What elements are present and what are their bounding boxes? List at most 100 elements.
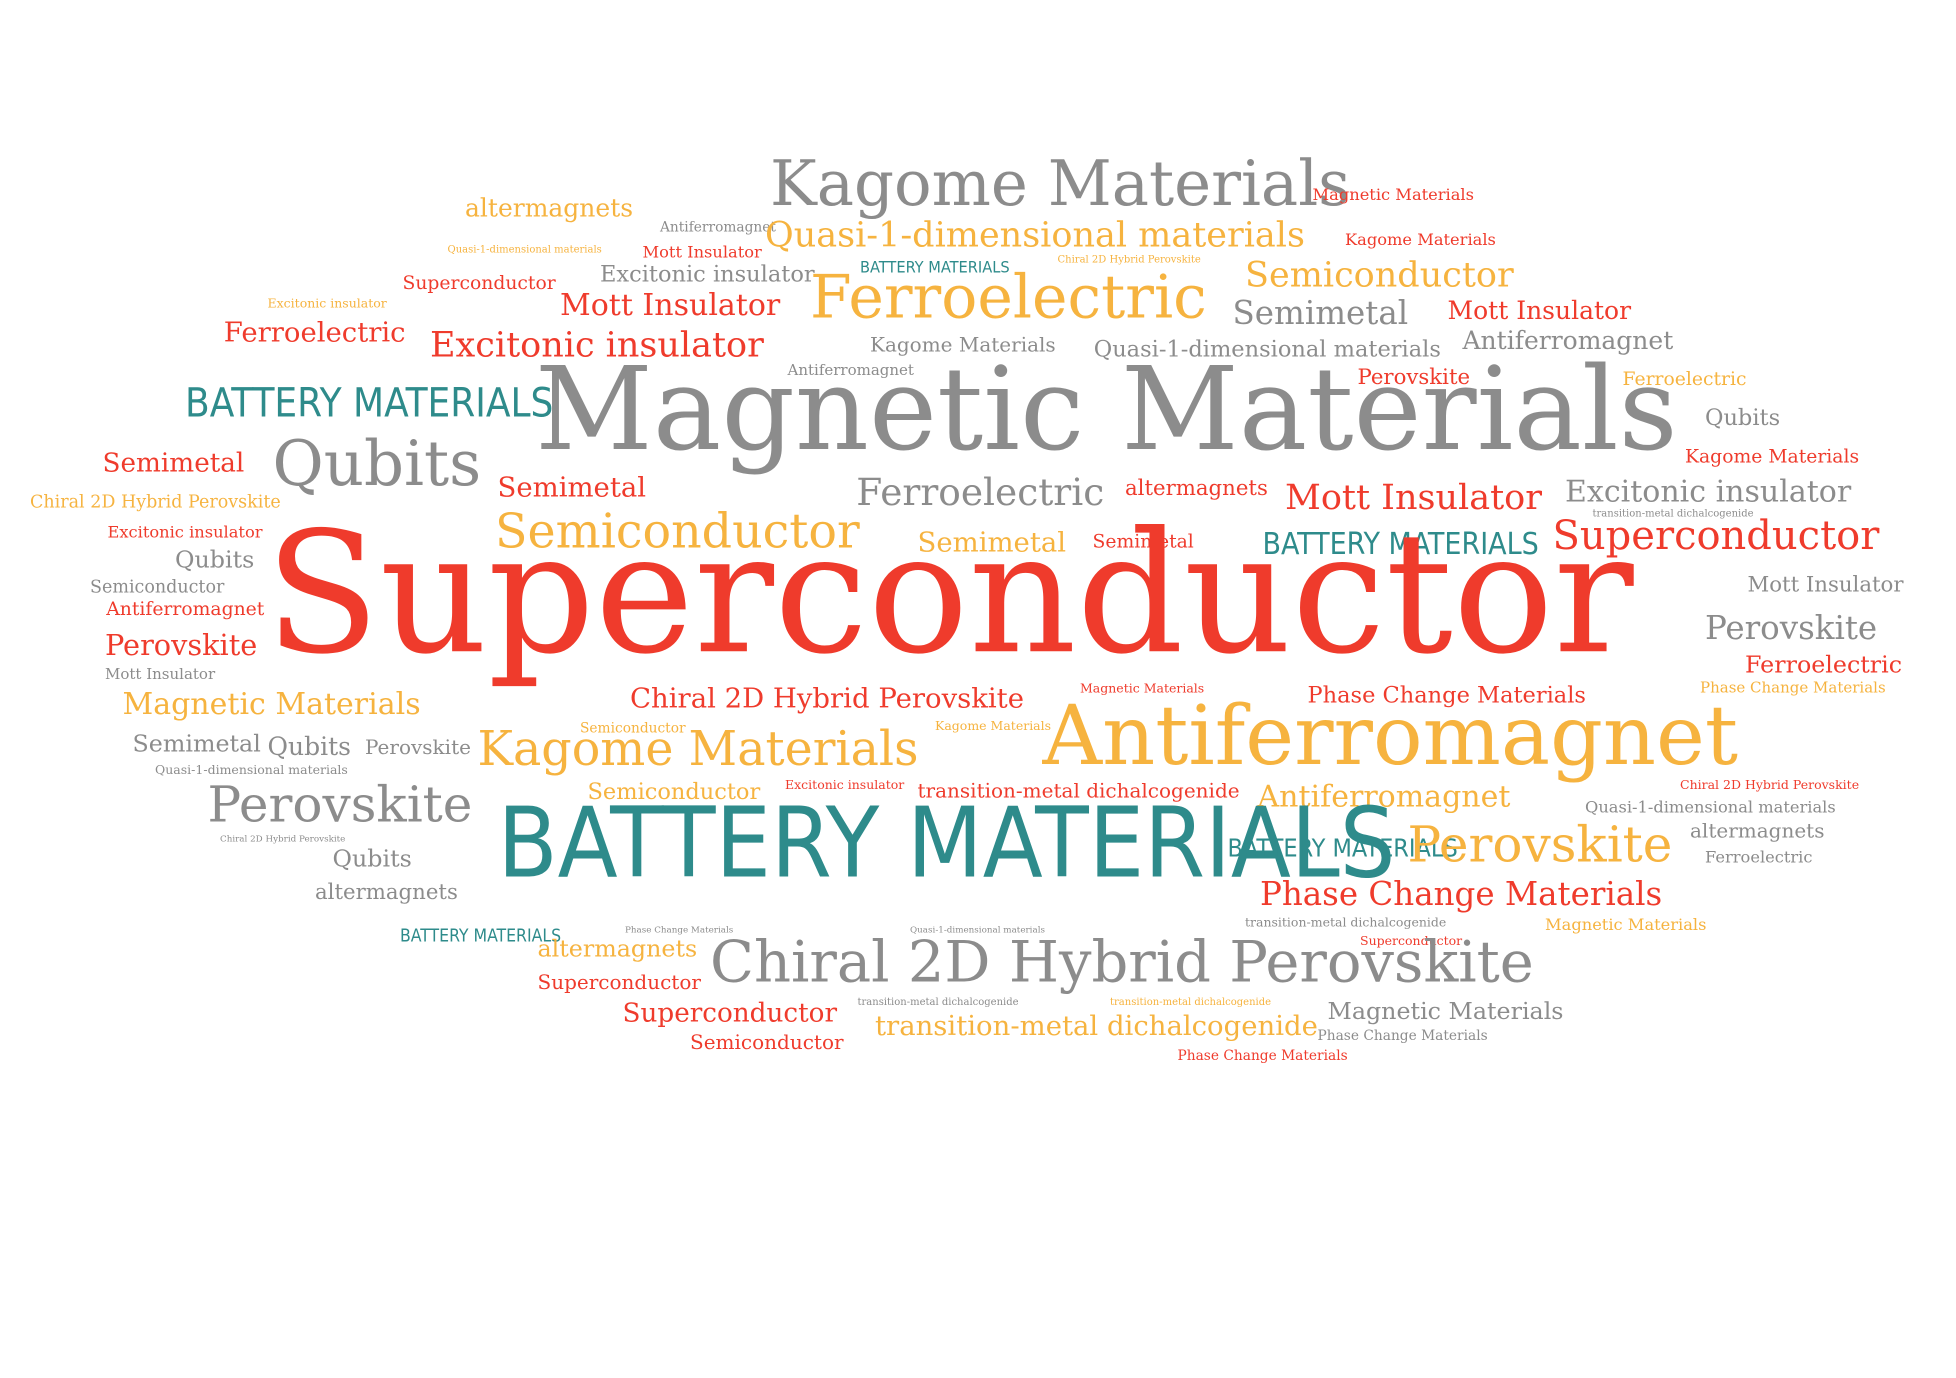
word: Antiferromagnet — [787, 361, 914, 379]
word: altermagnets — [315, 880, 458, 905]
word: Semimetal — [1232, 295, 1409, 333]
word: Excitonic insulator — [600, 261, 815, 288]
word: Semiconductor — [495, 503, 860, 559]
word: Chiral 2D Hybrid Perovskite — [220, 833, 346, 844]
word: Magnetic Materials — [1080, 682, 1205, 697]
word: Semiconductor — [1245, 253, 1514, 295]
word: Antiferromagnet — [1042, 687, 1739, 784]
word: Mott Insulator — [560, 287, 781, 323]
word: Antiferromagnet — [660, 218, 776, 235]
word: Semiconductor — [90, 577, 225, 598]
word: Magnetic Materials — [1545, 916, 1707, 935]
word: Excitonic insulator — [107, 523, 263, 543]
word: Ferroelectric — [1622, 367, 1747, 390]
word: Perovskite — [1705, 610, 1878, 648]
word: Antiferromagnet — [1257, 778, 1511, 814]
word: Quasi-1-dimensional materials — [447, 243, 602, 255]
word: Chiral 2D Hybrid Perovskite — [1057, 253, 1201, 265]
word: Battery Materials — [185, 378, 554, 427]
word: Phase Change Materials — [1177, 1047, 1348, 1064]
word: Quasi-1-dimensional materials — [765, 213, 1305, 255]
word: Battery Materials — [497, 787, 1396, 900]
word: Quasi-1-dimensional materials — [910, 925, 1045, 935]
word: altermagnets — [537, 935, 698, 963]
word: Qubits — [267, 731, 351, 762]
word: Semimetal — [132, 730, 261, 758]
word: Battery Materials — [1262, 526, 1539, 562]
word: Quasi-1-dimensional materials — [155, 763, 348, 778]
word: transition-metal dichalcogenide — [917, 778, 1240, 803]
word: Superconductor — [622, 997, 838, 1028]
word: Chiral 2D Hybrid Perovskite — [1680, 778, 1860, 793]
word: Perovskite — [207, 776, 473, 834]
word: Mott Insulator — [105, 665, 216, 683]
word: Phase Change Materials — [1317, 1027, 1488, 1044]
word: Perovskite — [1407, 816, 1673, 874]
word: Ferroelectric — [1745, 651, 1903, 679]
word: Perovskite — [365, 735, 471, 759]
word: Battery Materials — [1227, 832, 1458, 863]
word: Excitonic insulator — [430, 323, 764, 365]
word: altermagnets — [1690, 818, 1825, 843]
word: Phase Change Materials — [1260, 876, 1663, 914]
word: Semiconductor — [580, 720, 686, 737]
word: Semimetal — [102, 447, 245, 478]
word: Ferroelectric — [223, 317, 406, 349]
word: Ferroelectric — [810, 262, 1207, 333]
word: Battery Materials — [400, 926, 562, 947]
word: transition-metal dichalcogenide — [875, 1011, 1318, 1043]
word: Superconductor — [402, 271, 556, 294]
word: Mott Insulator — [1285, 476, 1542, 518]
word: transition-metal dichalcogenide — [1592, 507, 1754, 519]
word: altermagnets — [465, 192, 634, 223]
word: Ferroelectric — [856, 471, 1105, 515]
word: Chiral 2D Hybrid Perovskite — [710, 927, 1534, 995]
word: transition-metal dichalcogenide — [1245, 916, 1447, 930]
word: Semimetal — [497, 472, 647, 504]
word: Ferroelectric — [1705, 848, 1813, 868]
word: Chiral 2D Hybrid Perovskite — [630, 683, 1025, 715]
word: Superconductor — [537, 970, 701, 994]
word: Semiconductor — [690, 1030, 844, 1054]
word: Chiral 2D Hybrid Perovskite — [30, 492, 281, 513]
word: Quasi-1-dimensional materials — [1093, 336, 1441, 363]
word: Mott Insulator — [1747, 572, 1904, 598]
word: Mott Insulator — [642, 243, 762, 263]
word: Semiconductor — [587, 778, 761, 805]
word: Superconductor — [1552, 511, 1880, 559]
word: Magnetic Materials — [535, 342, 1678, 477]
word: Magnetic Materials — [1327, 997, 1564, 1025]
word: Excitonic insulator — [267, 297, 387, 312]
word: Quasi-1-dimensional materials — [1585, 798, 1836, 818]
word: Mott Insulator — [1447, 295, 1632, 325]
word: Superconductor — [1360, 935, 1463, 949]
word: Battery Materials — [860, 258, 1010, 278]
word: Perovskite — [1357, 365, 1471, 390]
word: Excitonic insulator — [1565, 473, 1852, 509]
word: Qubits — [175, 546, 255, 574]
word: Qubits — [1705, 405, 1781, 432]
word: Phase Change Materials — [1700, 678, 1886, 697]
word: Antiferromagnet — [106, 597, 265, 620]
word: Excitonic insulator — [785, 778, 905, 793]
word: Qubits — [332, 845, 412, 873]
word: Superconductor — [265, 496, 1634, 692]
word: altermagnets — [1125, 476, 1268, 502]
word: Magnetic Materials — [122, 686, 421, 722]
word: Phase Change Materials — [1307, 682, 1586, 709]
word: Kagome Materials — [1345, 231, 1496, 250]
word: Semimetal — [1092, 530, 1194, 553]
word: Kagome Materials — [870, 332, 1056, 357]
word: Kagome Materials — [770, 147, 1351, 220]
word: Magnetic Materials — [1312, 186, 1474, 205]
word: Kagome Materials — [935, 720, 1052, 734]
word: Phase Change Materials — [625, 925, 734, 935]
word: Antiferromagnet — [1462, 325, 1674, 355]
word: Semimetal — [917, 527, 1067, 559]
word: Perovskite — [105, 630, 258, 663]
word: transition-metal dichalcogenide — [1110, 996, 1272, 1008]
word: Qubits — [272, 427, 482, 500]
word: transition-metal dichalcogenide — [857, 996, 1019, 1008]
word: Kagome Materials — [1685, 445, 1860, 468]
